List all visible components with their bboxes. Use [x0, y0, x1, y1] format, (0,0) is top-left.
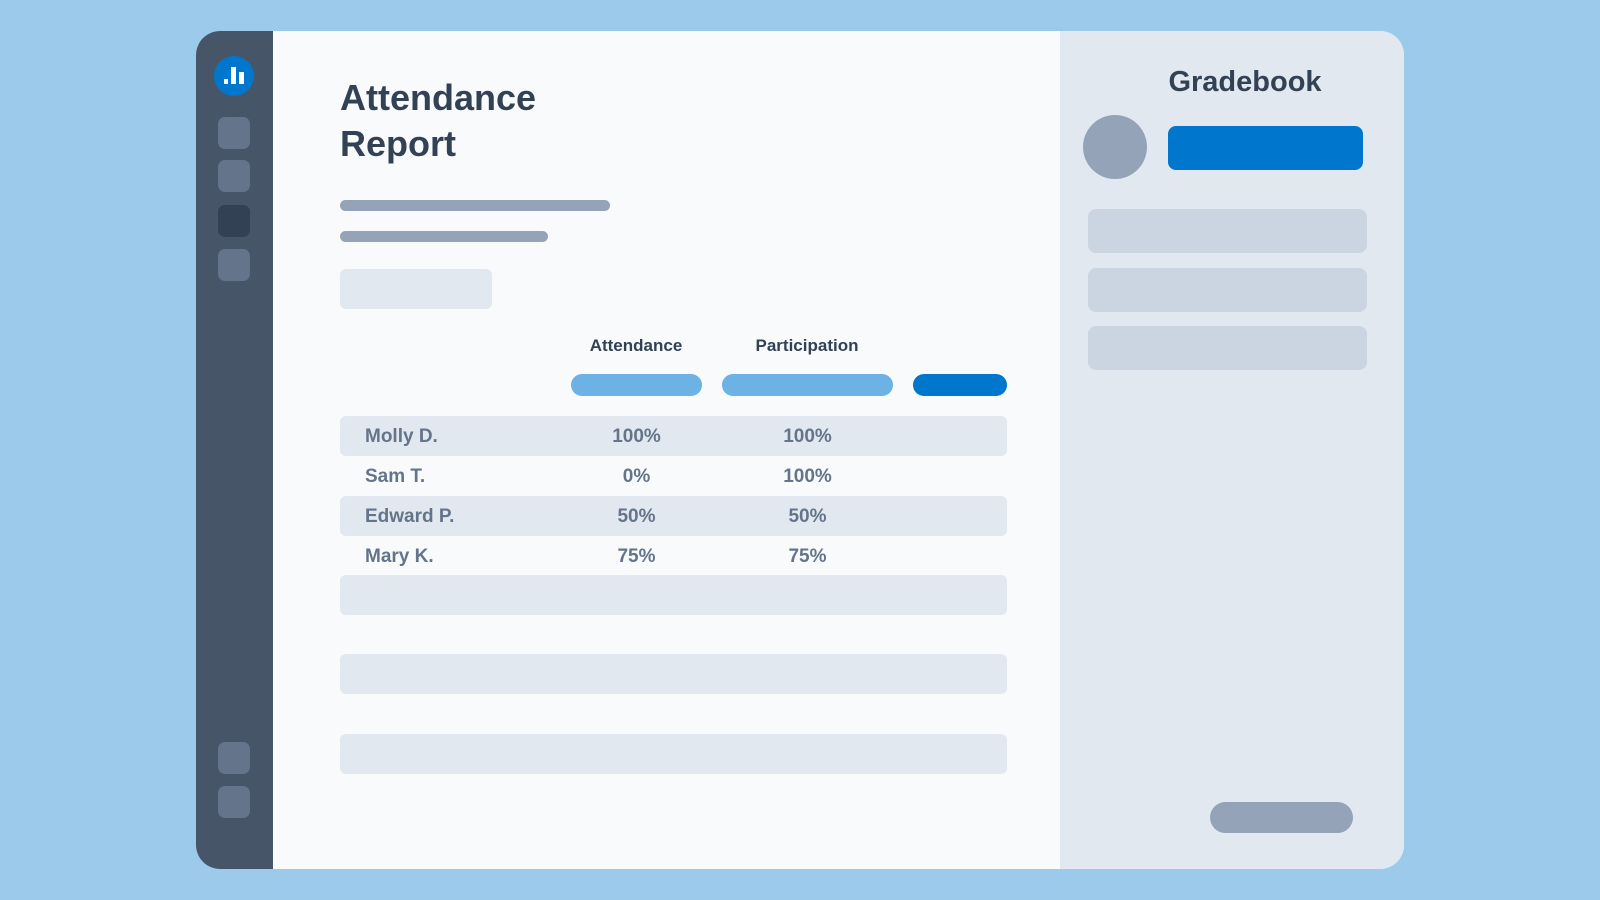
table-row: Mary K. 75% 75%: [340, 536, 1007, 576]
nav-icon[interactable]: [218, 249, 250, 281]
text-placeholder: [340, 200, 610, 211]
score-cell: 75%: [617, 546, 656, 567]
score-cell: 50%: [788, 506, 827, 527]
panel-item: [1088, 326, 1367, 370]
empty-row: [340, 734, 1007, 774]
nav-icon[interactable]: [218, 786, 250, 818]
score-cell: 75%: [788, 546, 827, 567]
column-pill[interactable]: [722, 374, 893, 396]
text-placeholder: [340, 231, 548, 242]
avatar: [1083, 115, 1147, 179]
panel-title: Gradebook: [1168, 66, 1322, 98]
nav-icon[interactable]: [218, 117, 250, 149]
column-pill[interactable]: [571, 374, 702, 396]
footer-button[interactable]: [1210, 802, 1353, 833]
score-cell: 50%: [617, 506, 656, 527]
table-row: Molly D. 100% 100%: [340, 416, 1007, 456]
empty-row: [340, 575, 1007, 615]
column-header: Participation: [755, 336, 859, 355]
panel-item: [1088, 209, 1367, 253]
score-cell: 0%: [622, 466, 651, 487]
app-window: Attendance Report Attendance Participati…: [196, 31, 1404, 869]
page-title: Attendance Report: [340, 77, 537, 164]
primary-button[interactable]: [1168, 126, 1363, 170]
column-header: Attendance: [589, 336, 683, 355]
sidebar: [196, 31, 273, 869]
student-name: Edward P.: [365, 506, 455, 527]
nav-icon[interactable]: [218, 160, 250, 192]
nav-icon[interactable]: [218, 742, 250, 774]
student-name: Mary K.: [365, 546, 434, 567]
filter-box[interactable]: [340, 269, 492, 309]
right-panel: Gradebook: [1060, 31, 1404, 869]
nav-icon-active[interactable]: [218, 205, 250, 237]
column-pill-active[interactable]: [913, 374, 1007, 396]
table-row: Sam T. 0% 100%: [340, 456, 1007, 496]
panel-item: [1088, 268, 1367, 312]
score-cell: 100%: [783, 426, 832, 447]
score-cell: 100%: [612, 426, 661, 447]
empty-row: [340, 654, 1007, 694]
logo: [214, 56, 254, 96]
student-name: Molly D.: [365, 426, 438, 447]
score-cell: 100%: [783, 466, 832, 487]
table-row: Edward P. 50% 50%: [340, 496, 1007, 536]
student-name: Sam T.: [365, 466, 426, 487]
